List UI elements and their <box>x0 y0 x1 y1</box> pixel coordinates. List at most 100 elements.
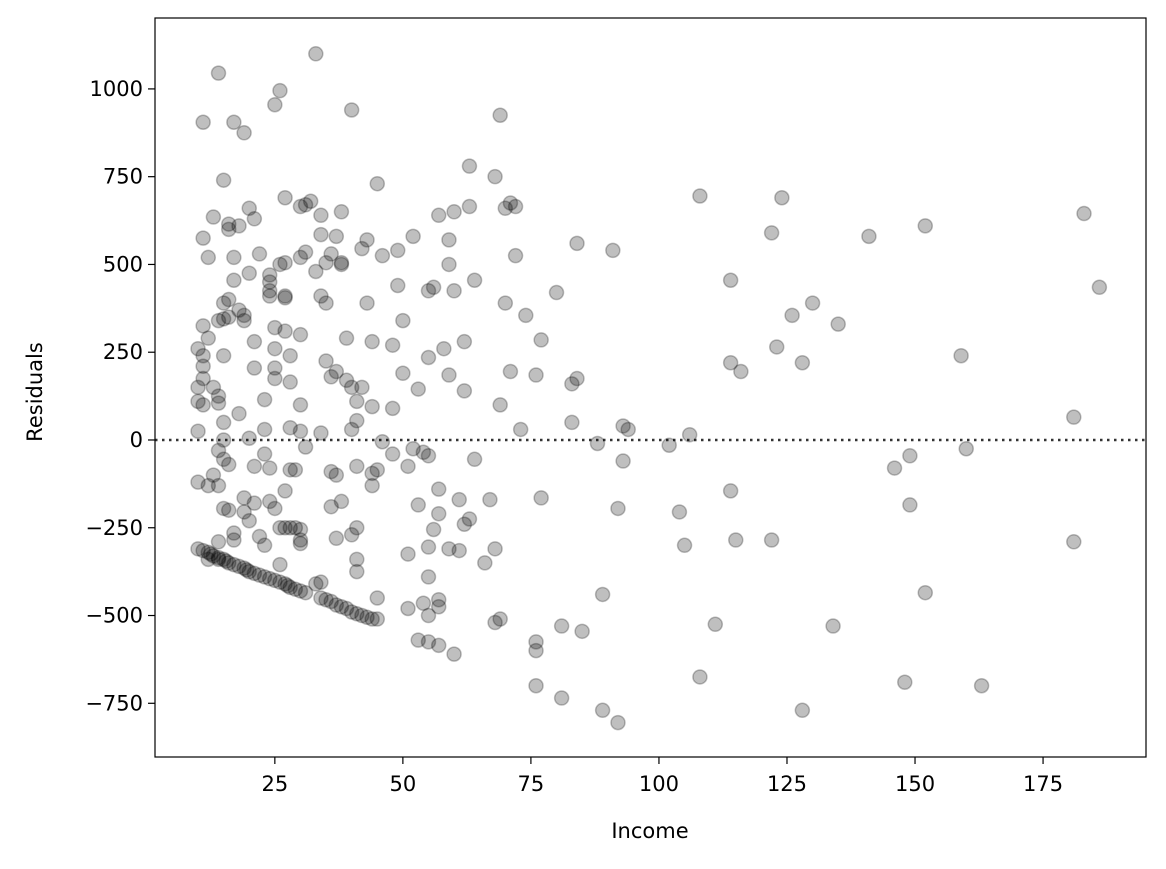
point <box>405 441 421 457</box>
point <box>267 500 283 517</box>
point <box>430 637 447 654</box>
point <box>728 532 744 548</box>
point <box>364 398 380 415</box>
point <box>282 520 298 536</box>
point <box>487 168 503 185</box>
point <box>236 125 252 141</box>
point <box>349 393 365 410</box>
point <box>441 541 457 557</box>
point <box>804 295 821 311</box>
point <box>763 532 780 548</box>
point <box>917 218 934 234</box>
point <box>323 498 339 515</box>
point <box>261 288 278 304</box>
point <box>267 572 283 589</box>
point <box>441 367 457 383</box>
point <box>236 560 252 576</box>
point <box>195 230 211 246</box>
point <box>261 283 278 299</box>
point <box>236 307 252 324</box>
point <box>451 491 467 508</box>
point <box>343 379 360 396</box>
point <box>318 254 334 271</box>
point <box>246 360 263 376</box>
point <box>425 521 442 538</box>
point <box>333 254 350 271</box>
point <box>231 218 247 234</box>
point <box>497 200 514 217</box>
point <box>218 553 234 569</box>
point <box>456 333 473 350</box>
point <box>277 290 293 306</box>
point <box>328 228 345 245</box>
point <box>297 244 314 260</box>
point <box>333 204 350 220</box>
point <box>313 574 329 590</box>
point <box>323 463 339 480</box>
point <box>292 198 309 215</box>
point <box>384 337 401 353</box>
point <box>210 388 227 404</box>
point <box>251 567 268 583</box>
point <box>236 504 252 520</box>
point <box>210 477 227 494</box>
point <box>328 363 345 380</box>
point <box>487 614 503 631</box>
point <box>400 600 416 617</box>
point <box>205 467 222 483</box>
point <box>220 291 237 308</box>
point <box>328 597 345 613</box>
point <box>430 598 447 615</box>
point <box>343 604 360 620</box>
point <box>492 611 508 627</box>
point <box>446 283 462 299</box>
point <box>400 546 416 562</box>
point <box>318 295 334 311</box>
point <box>267 370 283 387</box>
point <box>200 551 217 568</box>
point <box>374 433 391 450</box>
point <box>200 249 217 266</box>
point <box>338 372 355 389</box>
point <box>364 465 380 482</box>
point <box>794 354 811 371</box>
point <box>215 347 232 364</box>
y-tick-label: 250 <box>103 340 143 364</box>
x-tick-label: 75 <box>518 772 545 796</box>
point <box>456 383 473 399</box>
point <box>277 189 293 206</box>
point <box>241 512 257 529</box>
point <box>190 474 206 490</box>
point <box>256 569 273 585</box>
point <box>410 632 426 648</box>
point <box>277 288 293 304</box>
point <box>507 198 524 215</box>
point <box>220 456 237 473</box>
point <box>548 284 565 301</box>
point <box>349 412 365 429</box>
point <box>615 453 631 469</box>
point <box>487 541 503 557</box>
point <box>323 246 339 262</box>
x-tick-label: 100 <box>639 772 679 796</box>
point <box>410 381 426 397</box>
point <box>553 690 570 706</box>
point <box>190 379 206 396</box>
point <box>292 326 309 343</box>
point <box>282 419 298 436</box>
point <box>1076 205 1092 222</box>
point <box>364 611 380 627</box>
point <box>861 228 877 245</box>
point <box>569 370 585 387</box>
point <box>210 534 227 550</box>
point <box>420 634 437 650</box>
point <box>308 46 324 62</box>
point <box>256 391 273 408</box>
point <box>369 462 386 478</box>
point <box>220 221 237 238</box>
point <box>420 607 437 624</box>
point <box>497 295 514 311</box>
point <box>328 467 345 483</box>
point <box>430 207 447 224</box>
